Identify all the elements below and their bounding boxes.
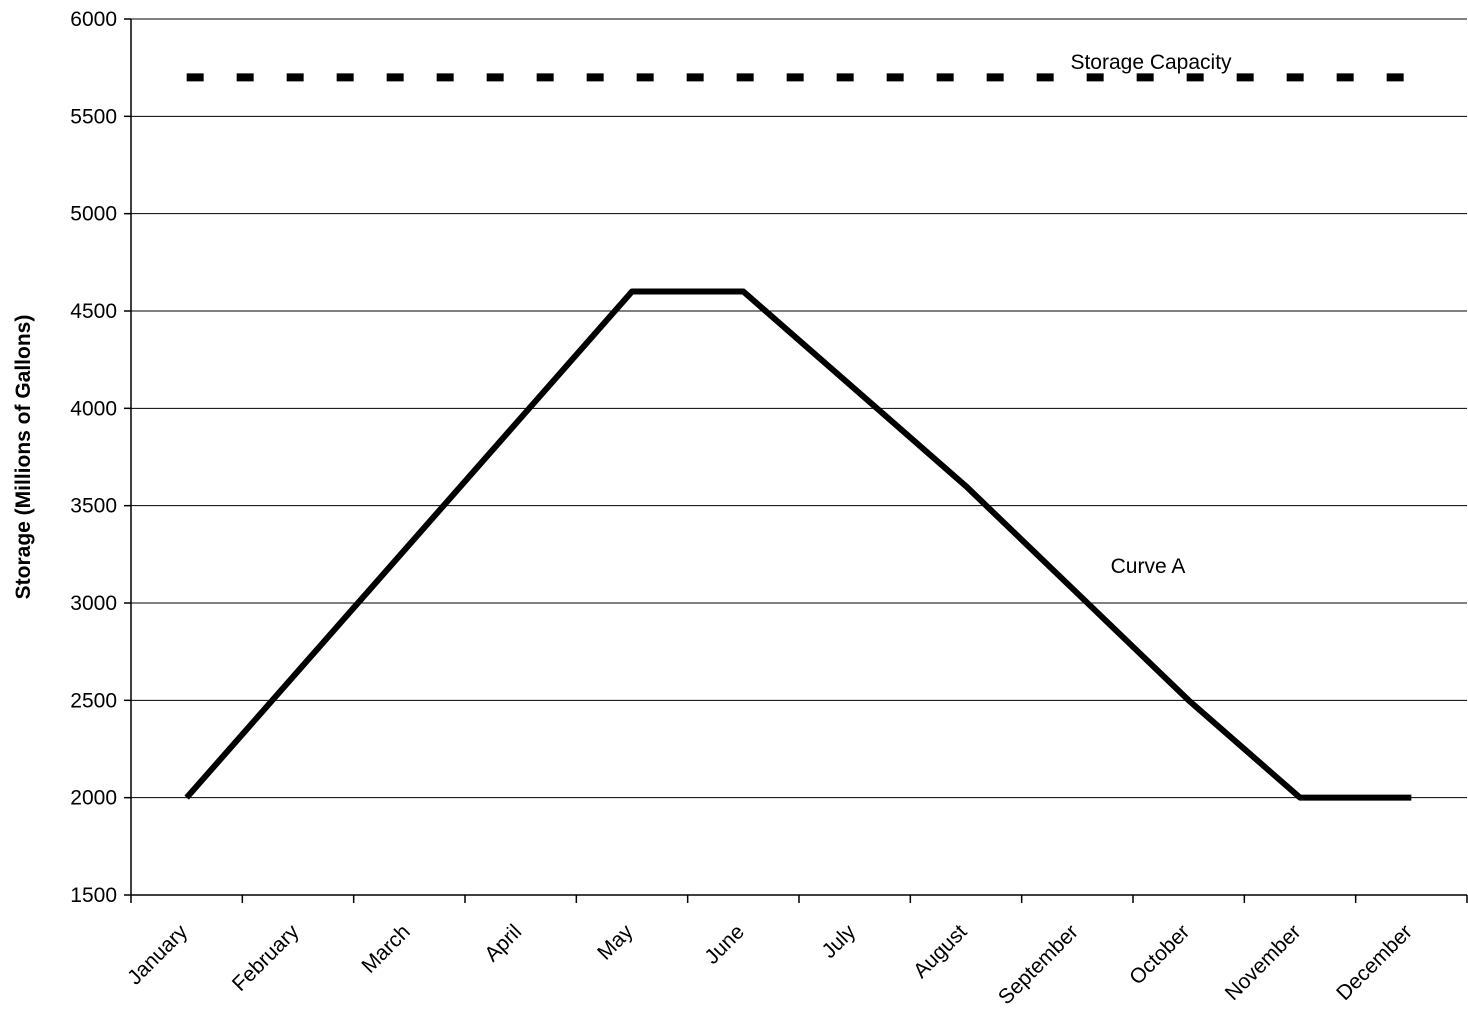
- x-tick-label: November: [1221, 920, 1306, 1005]
- series-annotation: Curve A: [1111, 555, 1186, 578]
- y-tick-label: 4000: [70, 397, 117, 420]
- y-tick-label: 2500: [70, 689, 117, 712]
- x-tick-label: June: [700, 920, 748, 968]
- y-axis-label: Storage (Millions of Gallons): [12, 315, 35, 600]
- y-tick-label: 1500: [70, 884, 117, 907]
- y-tick-label: 5000: [70, 203, 117, 226]
- y-tick-label: 6000: [70, 8, 117, 31]
- x-tick-label: March: [357, 920, 415, 978]
- x-tick-label: February: [228, 920, 304, 996]
- x-tick-label: December: [1332, 920, 1417, 1005]
- y-tick-label: 2000: [70, 787, 117, 810]
- x-tick-label: August: [909, 920, 972, 983]
- x-tick-label: April: [480, 920, 526, 966]
- series-line: [184, 288, 1412, 801]
- x-tick-label: May: [593, 920, 638, 965]
- x-tick-label: September: [994, 920, 1083, 1009]
- x-tick-label: October: [1125, 920, 1194, 989]
- y-tick-label: 4500: [70, 300, 117, 323]
- x-tick-label: July: [818, 920, 861, 963]
- y-tick-label: 3500: [70, 495, 117, 518]
- series-annotation: Storage Capacity: [1070, 51, 1232, 74]
- y-tick-label: 3000: [70, 592, 117, 615]
- y-tick-label: 5500: [70, 105, 117, 128]
- x-tick-label: January: [123, 920, 192, 989]
